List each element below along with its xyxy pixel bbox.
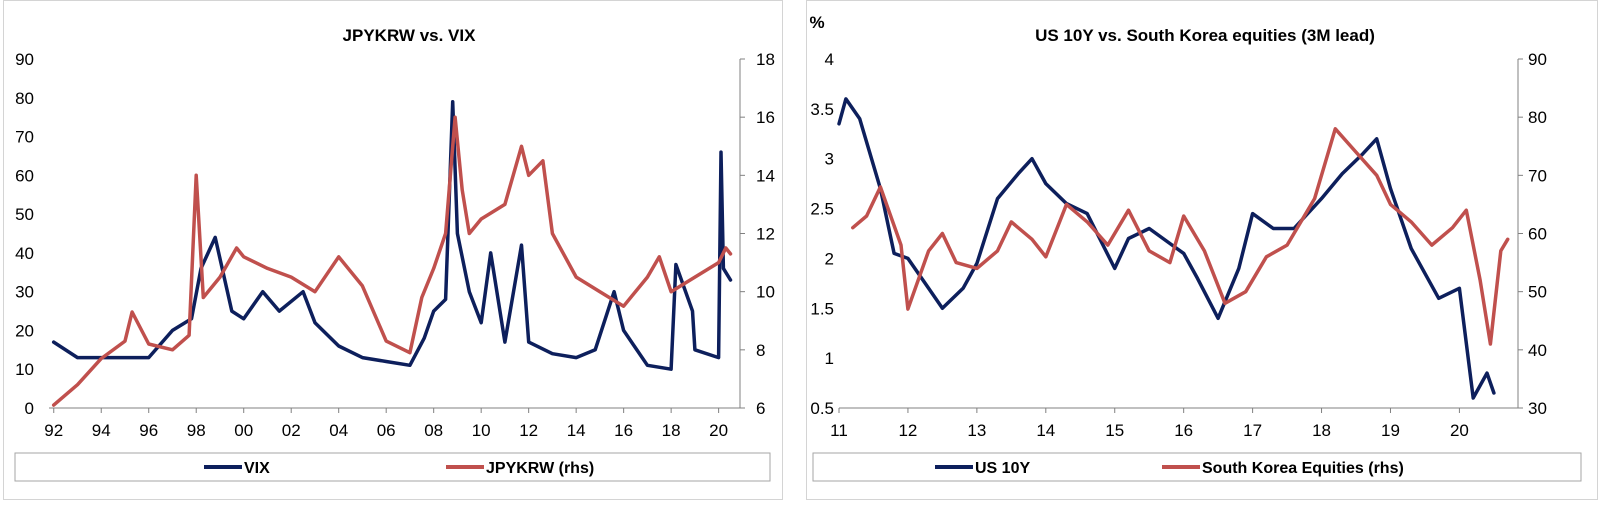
x-tick-label: 19 [1381,421,1400,440]
legend-label: South Korea Equities (rhs) [1202,460,1404,477]
x-tick-label: 92 [44,421,63,440]
x-tick-label: 04 [329,421,348,440]
y-right-tick: 50 [1528,283,1547,302]
y-left-tick: 60 [15,166,34,185]
y-left-tick: 1 [825,349,834,368]
y-left-tick: 0 [25,399,34,418]
x-tick-label: 06 [377,421,396,440]
x-tick-label: 08 [424,421,443,440]
x-tick-label: 96 [139,421,158,440]
x-tick-label: 17 [1243,421,1262,440]
legend-label: VIX [244,460,270,477]
y-right-tick: 60 [1528,225,1547,244]
x-tick-label: 00 [234,421,253,440]
y-left-tick: 0.5 [810,399,834,418]
x-tick-label: 98 [187,421,206,440]
y-unit-label: % [809,13,824,32]
x-tick-label: 10 [472,421,491,440]
y-left-tick: 90 [15,50,34,69]
chart-panel-right: US 10Y vs. South Korea equities (3M lead… [806,0,1598,500]
y-right-tick: 40 [1528,341,1547,360]
y-left-tick: 3 [825,150,834,169]
series-line-R-1 [851,127,1510,346]
x-tick-label: 18 [662,421,681,440]
y-left-tick: 30 [15,283,34,302]
y-left-tick: 2.5 [810,200,834,219]
x-tick-label: 15 [1105,421,1124,440]
chart-right: US 10Y vs. South Korea equities (3M lead… [809,13,1582,482]
y-left-tick: 4 [825,50,834,69]
y-left-tick: 80 [15,89,34,108]
y-left-tick: 10 [15,360,34,379]
x-tick-label: 13 [967,421,986,440]
y-right-tick: 30 [1528,399,1547,418]
x-tick-label: 20 [1450,421,1469,440]
chart-title: US 10Y vs. South Korea equities (3M lead… [1035,26,1375,45]
y-left-tick: 3.5 [810,100,834,119]
x-tick-label: 12 [898,421,917,440]
y-right-tick: 8 [756,341,765,360]
x-tick-label: 16 [1174,421,1193,440]
chart-panel-left: JPYKRW vs. VIX 0 10 20 30 40 50 60 70 80 90 6 8 10 12 1… [3,0,783,500]
x-tick-label: 18 [1312,421,1331,440]
y-left-tick: 50 [15,205,34,224]
y-left-tick: 70 [15,128,34,147]
legend-box [14,452,771,482]
series-line-L-1 [51,115,733,407]
x-tick-label: 20 [709,421,728,440]
y-right-tick: 18 [756,50,775,69]
chart-left: JPYKRW vs. VIX 0 10 20 30 40 50 60 70 80 90 6 8 10 12 1… [14,26,775,482]
y-right-tick: 14 [756,166,775,185]
y-right-tick: 6 [756,399,765,418]
x-tick-label: 02 [282,421,301,440]
x-tick-label: 94 [92,421,111,440]
x-tick-label: 14 [1036,421,1055,440]
y-right-tick: 90 [1528,50,1547,69]
legend-label: US 10Y [975,460,1030,477]
y-right-tick: 70 [1528,166,1547,185]
y-right-tick: 10 [756,283,775,302]
x-tick-label: 14 [567,421,586,440]
x-tick-label: 16 [614,421,633,440]
y-left-tick: 1.5 [810,299,834,318]
series-line-R-0 [837,97,1496,400]
y-left-tick: 2 [825,249,834,268]
y-right-tick: 16 [756,108,775,127]
x-tick-label: 12 [519,421,538,440]
chart-title: JPYKRW vs. VIX [343,26,477,45]
y-left-tick: 40 [15,244,34,263]
y-right-tick: 80 [1528,108,1547,127]
x-tick-label: 11 [830,421,848,440]
series-line-L-0 [51,99,733,371]
y-left-tick: 20 [15,321,34,340]
y-right-tick: 12 [756,225,775,244]
legend-label: JPYKRW (rhs) [486,460,594,477]
